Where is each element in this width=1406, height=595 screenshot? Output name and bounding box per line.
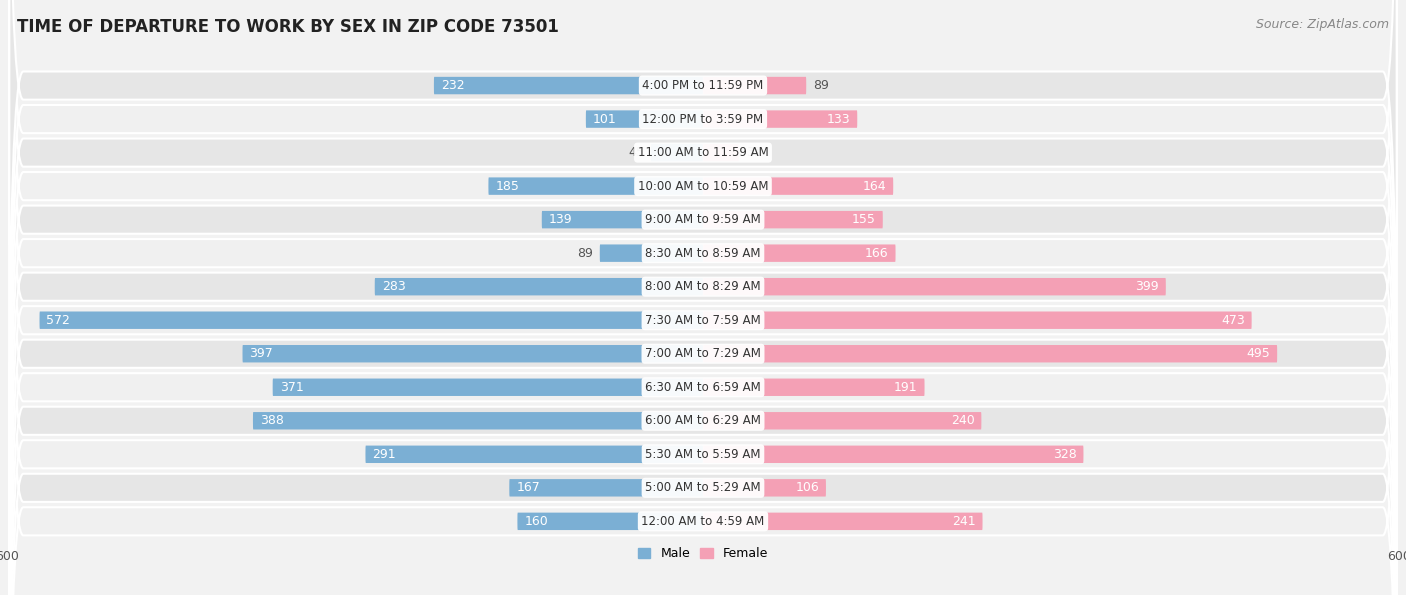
Text: 7:00 AM to 7:29 AM: 7:00 AM to 7:29 AM bbox=[645, 347, 761, 360]
FancyBboxPatch shape bbox=[10, 0, 1396, 595]
Text: 4:00 PM to 11:59 PM: 4:00 PM to 11:59 PM bbox=[643, 79, 763, 92]
Text: 283: 283 bbox=[381, 280, 405, 293]
FancyBboxPatch shape bbox=[586, 110, 703, 128]
Text: Source: ZipAtlas.com: Source: ZipAtlas.com bbox=[1256, 18, 1389, 31]
Text: 7:30 AM to 7:59 AM: 7:30 AM to 7:59 AM bbox=[645, 314, 761, 327]
Text: 5:00 AM to 5:29 AM: 5:00 AM to 5:29 AM bbox=[645, 481, 761, 494]
FancyBboxPatch shape bbox=[10, 133, 1396, 595]
FancyBboxPatch shape bbox=[10, 0, 1396, 541]
FancyBboxPatch shape bbox=[600, 245, 703, 262]
Text: 89: 89 bbox=[813, 79, 830, 92]
Text: 388: 388 bbox=[260, 414, 284, 427]
Text: 232: 232 bbox=[441, 79, 464, 92]
Text: 291: 291 bbox=[373, 448, 396, 461]
FancyBboxPatch shape bbox=[242, 345, 703, 362]
FancyBboxPatch shape bbox=[488, 177, 703, 195]
Text: TIME OF DEPARTURE TO WORK BY SEX IN ZIP CODE 73501: TIME OF DEPARTURE TO WORK BY SEX IN ZIP … bbox=[17, 18, 558, 36]
Legend: Male, Female: Male, Female bbox=[634, 543, 772, 563]
FancyBboxPatch shape bbox=[375, 278, 703, 295]
Text: 12:00 AM to 4:59 AM: 12:00 AM to 4:59 AM bbox=[641, 515, 765, 528]
FancyBboxPatch shape bbox=[703, 479, 825, 497]
Text: 191: 191 bbox=[894, 381, 918, 394]
Text: 167: 167 bbox=[516, 481, 540, 494]
FancyBboxPatch shape bbox=[10, 33, 1396, 595]
Text: 572: 572 bbox=[46, 314, 70, 327]
Text: 240: 240 bbox=[950, 414, 974, 427]
FancyBboxPatch shape bbox=[703, 278, 1166, 295]
FancyBboxPatch shape bbox=[509, 479, 703, 497]
Text: 10:00 AM to 10:59 AM: 10:00 AM to 10:59 AM bbox=[638, 180, 768, 193]
FancyBboxPatch shape bbox=[39, 312, 703, 329]
Text: 155: 155 bbox=[852, 213, 876, 226]
Text: 8:00 AM to 8:29 AM: 8:00 AM to 8:29 AM bbox=[645, 280, 761, 293]
FancyBboxPatch shape bbox=[366, 446, 703, 463]
Text: 31: 31 bbox=[747, 146, 762, 159]
Text: 399: 399 bbox=[1135, 280, 1159, 293]
FancyBboxPatch shape bbox=[703, 110, 858, 128]
FancyBboxPatch shape bbox=[703, 245, 896, 262]
FancyBboxPatch shape bbox=[703, 412, 981, 430]
Text: 473: 473 bbox=[1220, 314, 1244, 327]
Text: 166: 166 bbox=[865, 247, 889, 259]
Text: 12:00 PM to 3:59 PM: 12:00 PM to 3:59 PM bbox=[643, 112, 763, 126]
FancyBboxPatch shape bbox=[10, 0, 1396, 595]
Text: 5:30 AM to 5:59 AM: 5:30 AM to 5:59 AM bbox=[645, 448, 761, 461]
Text: 101: 101 bbox=[593, 112, 617, 126]
FancyBboxPatch shape bbox=[10, 0, 1396, 595]
FancyBboxPatch shape bbox=[703, 177, 893, 195]
FancyBboxPatch shape bbox=[434, 77, 703, 94]
FancyBboxPatch shape bbox=[703, 513, 983, 530]
FancyBboxPatch shape bbox=[703, 211, 883, 228]
Text: 89: 89 bbox=[576, 247, 593, 259]
Text: 139: 139 bbox=[548, 213, 572, 226]
FancyBboxPatch shape bbox=[10, 99, 1396, 595]
Text: 185: 185 bbox=[495, 180, 519, 193]
Text: 164: 164 bbox=[863, 180, 886, 193]
Text: 11:00 AM to 11:59 AM: 11:00 AM to 11:59 AM bbox=[638, 146, 768, 159]
FancyBboxPatch shape bbox=[703, 312, 1251, 329]
FancyBboxPatch shape bbox=[517, 513, 703, 530]
FancyBboxPatch shape bbox=[703, 144, 740, 161]
FancyBboxPatch shape bbox=[10, 0, 1396, 595]
FancyBboxPatch shape bbox=[253, 412, 703, 430]
FancyBboxPatch shape bbox=[10, 0, 1396, 508]
FancyBboxPatch shape bbox=[703, 345, 1277, 362]
FancyBboxPatch shape bbox=[651, 144, 703, 161]
FancyBboxPatch shape bbox=[10, 0, 1396, 595]
Text: 9:00 AM to 9:59 AM: 9:00 AM to 9:59 AM bbox=[645, 213, 761, 226]
Text: 495: 495 bbox=[1247, 347, 1270, 360]
Text: 241: 241 bbox=[952, 515, 976, 528]
Text: 45: 45 bbox=[628, 146, 644, 159]
Text: 160: 160 bbox=[524, 515, 548, 528]
FancyBboxPatch shape bbox=[541, 211, 703, 228]
FancyBboxPatch shape bbox=[10, 0, 1396, 474]
Text: 6:30 AM to 6:59 AM: 6:30 AM to 6:59 AM bbox=[645, 381, 761, 394]
FancyBboxPatch shape bbox=[703, 446, 1084, 463]
FancyBboxPatch shape bbox=[10, 0, 1396, 595]
Text: 397: 397 bbox=[249, 347, 273, 360]
Text: 133: 133 bbox=[827, 112, 851, 126]
FancyBboxPatch shape bbox=[703, 77, 806, 94]
FancyBboxPatch shape bbox=[10, 66, 1396, 595]
FancyBboxPatch shape bbox=[273, 378, 703, 396]
Text: 106: 106 bbox=[796, 481, 818, 494]
FancyBboxPatch shape bbox=[10, 0, 1396, 574]
Text: 371: 371 bbox=[280, 381, 304, 394]
Text: 328: 328 bbox=[1053, 448, 1077, 461]
FancyBboxPatch shape bbox=[703, 378, 925, 396]
Text: 8:30 AM to 8:59 AM: 8:30 AM to 8:59 AM bbox=[645, 247, 761, 259]
Text: 6:00 AM to 6:29 AM: 6:00 AM to 6:29 AM bbox=[645, 414, 761, 427]
